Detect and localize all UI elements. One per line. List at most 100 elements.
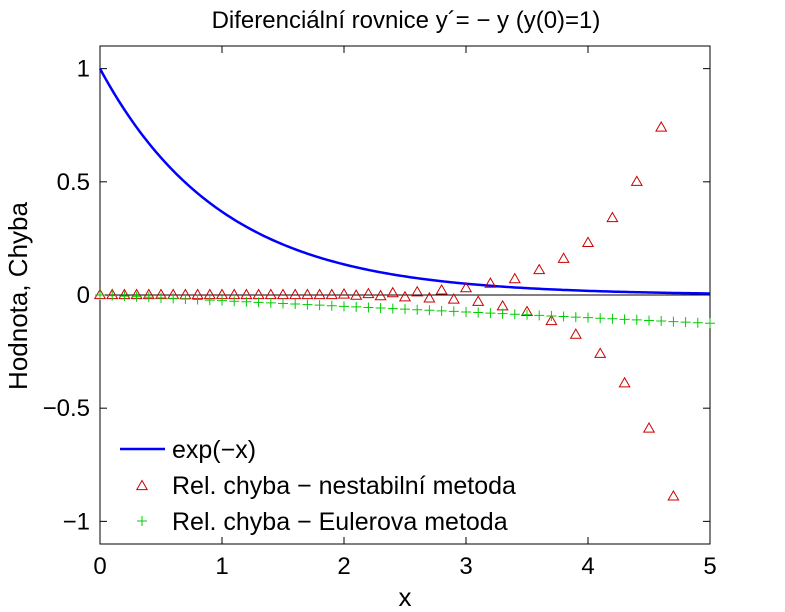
euler-error-point: [485, 308, 496, 319]
euler-error-point: [180, 293, 191, 304]
unstable-error-point: [557, 252, 570, 263]
euler-error-point: [156, 292, 166, 303]
plot-area: 0 1 2 3 4 5 −1 −0.5 0 0.5 1: [43, 45, 717, 580]
series-exp-line: [98, 68, 711, 295]
euler-error-point: [668, 316, 679, 327]
unstable-error-point: [423, 291, 436, 303]
euler-error-point: [192, 294, 203, 305]
euler-error-point: [631, 314, 642, 325]
euler-error-point: [656, 316, 667, 327]
x-tick-label: 3: [459, 553, 472, 580]
unstable-error-point: [630, 175, 643, 186]
unstable-error-point: [289, 288, 302, 300]
euler-error-point: [509, 309, 520, 320]
euler-error-point: [290, 299, 301, 310]
unstable-error-point: [447, 293, 460, 304]
unstable-error-point: [581, 236, 595, 248]
unstable-error-point: [484, 277, 497, 288]
euler-error-point: [400, 304, 410, 315]
x-tick-label: 1: [215, 553, 228, 580]
x-tick-label: 2: [337, 553, 350, 580]
unstable-error-point: [435, 283, 448, 295]
euler-error-point: [217, 295, 227, 306]
euler-error-point: [107, 290, 118, 301]
euler-error-point: [351, 301, 362, 312]
euler-error-point: [168, 293, 179, 304]
unstable-error-point: [386, 286, 399, 298]
euler-error-point: [644, 315, 654, 326]
euler-error-point: [692, 317, 703, 328]
x-tick-label: 5: [703, 553, 716, 580]
y-axis-label: Hodnota, Chyba: [3, 202, 33, 390]
euler-error-point: [595, 313, 606, 324]
euler-error-point: [473, 307, 484, 318]
series-layer: [93, 68, 715, 501]
unstable-error-point: [374, 289, 387, 301]
chart-title: Diferenciální rovnice y´= − y (y(0)=1): [212, 7, 601, 34]
unstable-error-point: [594, 347, 607, 358]
euler-error-point: [241, 296, 252, 307]
unstable-error-point: [508, 272, 521, 284]
unstable-error-point: [642, 422, 656, 433]
unstable-error-point: [313, 288, 326, 300]
euler-error-point: [497, 308, 508, 319]
legend-triangle-swatch: [135, 479, 149, 491]
y-tick-label: 1: [77, 56, 90, 83]
unstable-error-point: [533, 263, 546, 275]
euler-error-point: [314, 300, 325, 311]
euler-error-point: [387, 303, 398, 314]
unstable-error-point: [545, 314, 558, 326]
euler-error-point: [546, 310, 557, 321]
euler-error-point: [705, 318, 715, 329]
legend-plus-swatch: [137, 516, 147, 526]
unstable-error-point: [569, 328, 582, 339]
x-tick-label: 4: [581, 553, 594, 580]
unstable-error-point: [411, 285, 424, 297]
euler-error-point: [229, 296, 240, 307]
euler-error-point: [619, 314, 630, 325]
unstable-error-point: [337, 288, 351, 299]
y-ticks: −1 −0.5 0 0.5 1: [43, 56, 710, 535]
unstable-error-point: [398, 290, 412, 302]
euler-error-point: [680, 317, 691, 328]
unstable-error-point: [459, 281, 473, 293]
euler-error-point: [436, 305, 447, 316]
unstable-error-point: [301, 288, 314, 300]
unstable-error-point: [655, 120, 668, 132]
euler-error-point: [278, 298, 288, 309]
euler-error-point: [143, 292, 154, 303]
euler-error-point: [131, 291, 142, 302]
unstable-error-point: [325, 288, 338, 300]
euler-error-point: [302, 299, 313, 310]
euler-error-point: [461, 306, 471, 317]
euler-error-point: [204, 295, 215, 306]
euler-error-point: [119, 291, 130, 302]
x-axis-label: x: [399, 582, 412, 612]
x-ticks: 0 1 2 3 4 5: [93, 46, 717, 580]
unstable-error-point: [606, 211, 619, 223]
euler-error-point: [534, 310, 545, 321]
unstable-error-point: [618, 376, 631, 388]
euler-error-point: [95, 290, 105, 300]
euler-error-point: [253, 297, 264, 308]
legend: exp(−x) Rel. chyba − nestabilní metoda Rel…: [120, 436, 516, 536]
euler-error-point: [375, 303, 386, 314]
euler-error-point: [583, 312, 593, 323]
unstable-error-point: [362, 287, 375, 299]
euler-error-point: [522, 309, 532, 320]
legend-entry-label: Rel. chyba − nestabilní metoda: [172, 472, 516, 500]
euler-error-point: [326, 300, 337, 311]
euler-error-point: [363, 302, 374, 313]
euler-error-point: [424, 305, 435, 316]
y-tick-label: −1: [63, 508, 90, 535]
euler-error-point: [570, 312, 581, 323]
unstable-error-point: [472, 295, 485, 306]
euler-error-point: [448, 306, 459, 317]
unstable-error-point: [350, 289, 363, 300]
unstable-error-point: [667, 489, 680, 501]
euler-error-point: [412, 304, 423, 315]
euler-error-point: [607, 313, 618, 324]
legend-entry-label: Rel. chyba − Eulerova metoda: [172, 508, 508, 536]
x-tick-label: 0: [93, 553, 106, 580]
